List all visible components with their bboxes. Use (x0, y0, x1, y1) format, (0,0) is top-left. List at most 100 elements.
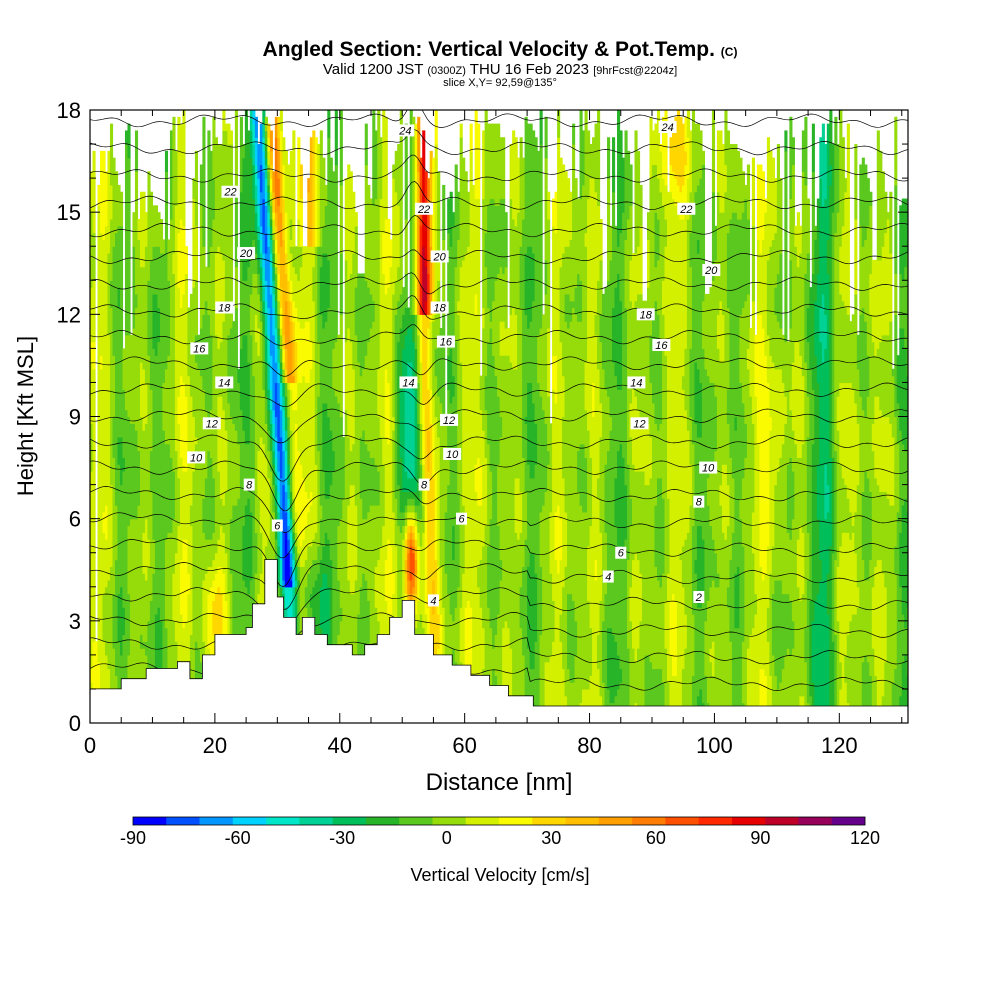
velocity-cell (242, 334, 246, 431)
velocity-cell (272, 464, 276, 486)
velocity-cell (879, 559, 883, 723)
velocity-cell (407, 511, 411, 520)
colorbar-swatch (266, 817, 300, 825)
velocity-cell (392, 511, 396, 574)
velocity-cell (684, 539, 688, 615)
velocity-cell (479, 375, 483, 411)
velocity-cell (699, 178, 703, 384)
velocity-cell (896, 511, 900, 723)
velocity-cell (791, 620, 795, 649)
velocity-cell (582, 511, 586, 690)
velocity-cell (254, 137, 258, 166)
velocity-cell (409, 505, 413, 513)
velocity-cell (487, 545, 491, 608)
velocity-cell (624, 307, 628, 486)
velocity-cell (269, 293, 273, 356)
velocity-cell (277, 348, 281, 363)
velocity-cell (646, 484, 651, 656)
velocity-cell (894, 116, 898, 186)
potential-temperature-contours (90, 110, 908, 691)
velocity-cell (419, 362, 423, 424)
velocity-cell (277, 253, 281, 275)
velocity-cell (172, 573, 176, 622)
velocity-cell (654, 505, 658, 567)
velocity-cell (524, 416, 528, 424)
velocity-cell (679, 218, 683, 554)
velocity-cell (269, 409, 273, 424)
velocity-cell (90, 668, 94, 683)
velocity-cell (497, 123, 501, 206)
velocity-cell (487, 607, 491, 723)
velocity-cell (132, 423, 136, 520)
valid-zulu: (0300Z) (427, 65, 466, 77)
velocity-cell (402, 287, 406, 315)
velocity-cell (292, 532, 296, 540)
isentrope-line (90, 215, 908, 238)
velocity-cell (569, 191, 573, 241)
contour-label-text: 18 (640, 309, 653, 321)
velocity-cell (594, 314, 598, 336)
velocity-cell (377, 110, 381, 370)
contour-label-text: 18 (434, 303, 447, 315)
velocity-cell (114, 171, 119, 234)
contour-label-box (399, 376, 418, 389)
velocity-cell (282, 198, 286, 241)
velocity-cell (874, 396, 878, 479)
velocity-cell (397, 205, 401, 268)
velocity-cell (284, 416, 288, 431)
velocity-cell (414, 539, 418, 547)
velocity-cell (746, 368, 750, 649)
velocity-cell (564, 511, 568, 567)
velocity-cell (162, 253, 166, 384)
velocity-cell (834, 450, 838, 561)
velocity-cell (774, 579, 778, 676)
velocity-cell (721, 314, 726, 363)
velocity-cell (227, 334, 231, 404)
velocity-cell (554, 191, 558, 234)
velocity-cell (344, 259, 348, 343)
velocity-cell (417, 545, 421, 601)
velocity-cell (422, 505, 426, 533)
velocity-cell (327, 137, 331, 261)
velocity-cell (719, 212, 723, 302)
velocity-cell (854, 552, 858, 615)
velocity-cell (422, 314, 426, 404)
velocity-cell (324, 498, 328, 533)
velocity-cell (179, 307, 184, 377)
velocity-cell (577, 321, 581, 452)
velocity-cell (264, 396, 268, 424)
velocity-cell (412, 491, 416, 499)
velocity-cell (864, 416, 868, 472)
velocity-cell (307, 545, 311, 574)
velocity-cell (422, 130, 426, 247)
velocity-cell (684, 116, 688, 152)
velocity-cell (644, 300, 648, 418)
velocity-cell (264, 130, 268, 145)
velocity-cell (796, 586, 800, 723)
velocity-cell (874, 355, 878, 397)
velocity-cell (681, 545, 686, 588)
velocity-cell (661, 205, 666, 281)
velocity-cell (487, 443, 491, 547)
velocity-cell (207, 450, 211, 540)
velocity-cell (129, 334, 134, 424)
velocity-cell (202, 389, 206, 499)
velocity-cell (869, 191, 873, 206)
velocity-cell (159, 218, 164, 254)
velocity-cell (134, 430, 139, 520)
velocity-cell (776, 321, 780, 370)
velocity-cell (894, 184, 898, 275)
velocity-cell (859, 396, 863, 723)
velocity-cell (819, 137, 823, 179)
velocity-cell (684, 164, 688, 206)
velocity-cell (764, 355, 768, 574)
velocity-cell (314, 137, 318, 247)
velocity-cell (327, 539, 331, 588)
velocity-cell (532, 402, 536, 479)
velocity-cell (866, 178, 870, 227)
velocity-cell (696, 607, 701, 697)
velocity-cell (282, 396, 286, 411)
contour-label-text: 8 (421, 480, 428, 492)
velocity-cell (497, 205, 501, 275)
velocity-cell (144, 641, 149, 656)
